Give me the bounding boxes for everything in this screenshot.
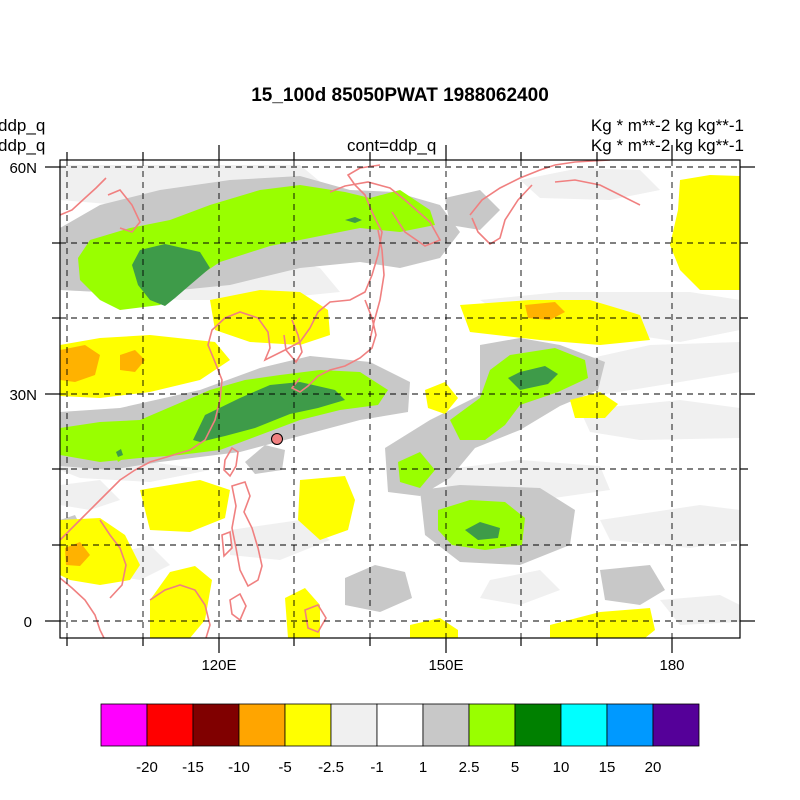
plot-frame xyxy=(59,159,741,639)
colorbar-label: -1 xyxy=(370,759,383,776)
colorbar-label: -10 xyxy=(228,759,250,776)
colorbar-swatch xyxy=(422,703,470,747)
colorbar-swatch xyxy=(238,703,286,747)
contour-label: cont=ddp_q xyxy=(347,136,437,155)
left-variable-label: ddp_q xyxy=(0,136,46,155)
colorbar-swatch xyxy=(468,703,516,747)
station-marker xyxy=(271,433,283,445)
colorbar-swatch xyxy=(560,703,608,747)
colorbar-swatch xyxy=(330,703,378,747)
colorbar-label: 10 xyxy=(553,759,570,776)
lat-label: 60N xyxy=(9,160,37,177)
contour-fields xyxy=(60,165,740,638)
colorbar-label: -15 xyxy=(182,759,204,776)
left-variable-label: ddp_q xyxy=(0,116,46,135)
lat-label: 0 xyxy=(24,614,32,631)
colorbar-swatch xyxy=(146,703,194,747)
colorbar-label: 15 xyxy=(599,759,616,776)
coastlines xyxy=(60,160,641,638)
colorbar-label: 1 xyxy=(419,759,427,776)
colorbar-label: -5 xyxy=(278,759,291,776)
colorbar-swatch xyxy=(514,703,562,747)
colorbar-swatch xyxy=(284,703,332,747)
colorbar-label: -20 xyxy=(136,759,158,776)
colorbar-label: -2.5 xyxy=(318,759,344,776)
colorbar xyxy=(100,703,700,747)
colorbar-swatch xyxy=(606,703,654,747)
colorbar-swatch xyxy=(192,703,240,747)
colorbar-label: 2.5 xyxy=(459,759,480,776)
units-label: Kg * m**-2 kg kg**-1 xyxy=(590,116,744,135)
lon-label: 150E xyxy=(428,657,463,674)
plot-title: 15_100d 85050PWAT 1988062400 xyxy=(251,85,549,106)
colorbar-swatch xyxy=(100,703,148,747)
lat-label: 30N xyxy=(9,387,37,404)
colorbar-label: 20 xyxy=(645,759,662,776)
axis-ticks xyxy=(45,145,755,653)
colorbar-label: 5 xyxy=(511,759,519,776)
lon-label: 120E xyxy=(201,657,236,674)
lon-label: 180 xyxy=(659,657,684,674)
colorbar-swatch xyxy=(652,703,700,747)
map-grid xyxy=(60,160,740,638)
units-label: Kg * m**-2 kg kg**-1 xyxy=(590,136,744,155)
colorbar-labels: -20 -15 -10 -5 -2.5 -1 1 2.5 5 10 15 20 xyxy=(136,759,661,776)
colorbar-swatch xyxy=(376,703,424,747)
